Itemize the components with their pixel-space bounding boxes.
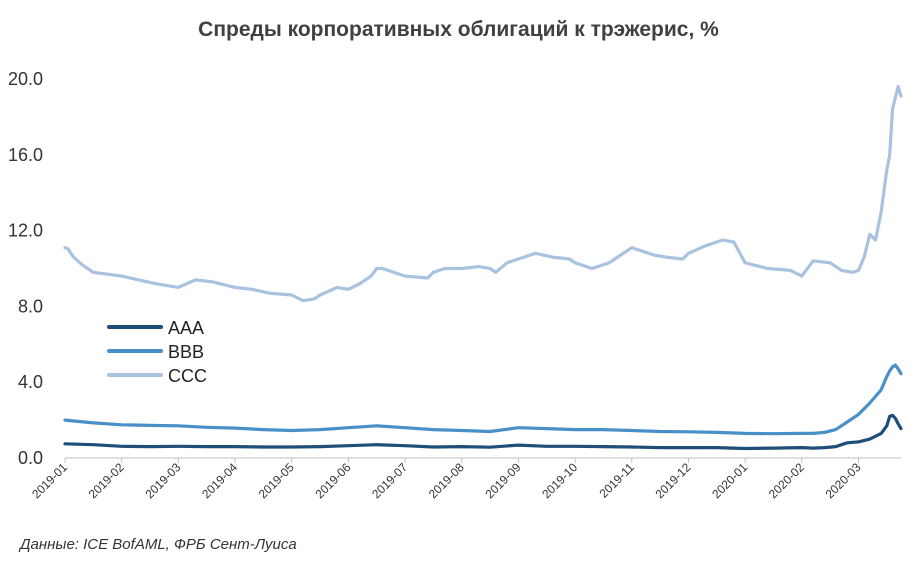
x-tick-label: 2019-06: [312, 460, 353, 501]
series-line-bbb: [63, 363, 903, 436]
x-tick-label: 2020-02: [766, 460, 807, 501]
x-tick-label: 2019-08: [426, 460, 467, 501]
series-line-ccc: [63, 84, 903, 303]
source-note: Данные: ICE BofAML, ФРБ Сент-Луиса: [20, 536, 297, 553]
x-tick-label: 2019-12: [653, 460, 694, 501]
x-tick-label: 2019-09: [482, 460, 523, 501]
x-tick-label: 2019-03: [142, 460, 183, 501]
x-tick-label: 2019-11: [596, 460, 637, 501]
series-lines: [63, 84, 903, 451]
x-tick-label: 2020-03: [823, 460, 864, 501]
x-tick-label: 2019-02: [86, 460, 127, 501]
legend-label-bbb: BBB: [168, 342, 204, 362]
x-axis-ticks: 2019-01 2019-02 2019-03 2019-04 2019-05 2019-…: [29, 458, 864, 501]
y-tick-label: 4.0: [18, 372, 43, 392]
y-tick-label: 8.0: [18, 296, 43, 316]
legend-label-aaa: AAA: [168, 318, 204, 338]
y-tick-label: 20.0: [8, 69, 43, 89]
x-tick-label: 2019-10: [539, 460, 580, 501]
series-line-aaa: [63, 413, 903, 451]
x-tick-label: 2020-01: [709, 460, 750, 501]
x-tick-label: 2019-04: [199, 460, 240, 501]
y-axis-ticks: 0.0 4.0 8.0 12.0 16.0 20.0: [8, 69, 43, 468]
legend-label-ccc: CCC: [168, 366, 207, 386]
chart-title: Спреды корпоративных облигаций к трэжери…: [198, 18, 719, 41]
y-tick-label: 12.0: [8, 221, 43, 241]
y-tick-label: 16.0: [8, 145, 43, 165]
x-tick-label: 2019-07: [369, 460, 410, 501]
y-tick-label: 0.0: [18, 448, 43, 468]
x-tick-label: 2019-05: [256, 460, 297, 501]
legend: AAA BBB CCC: [107, 318, 207, 386]
